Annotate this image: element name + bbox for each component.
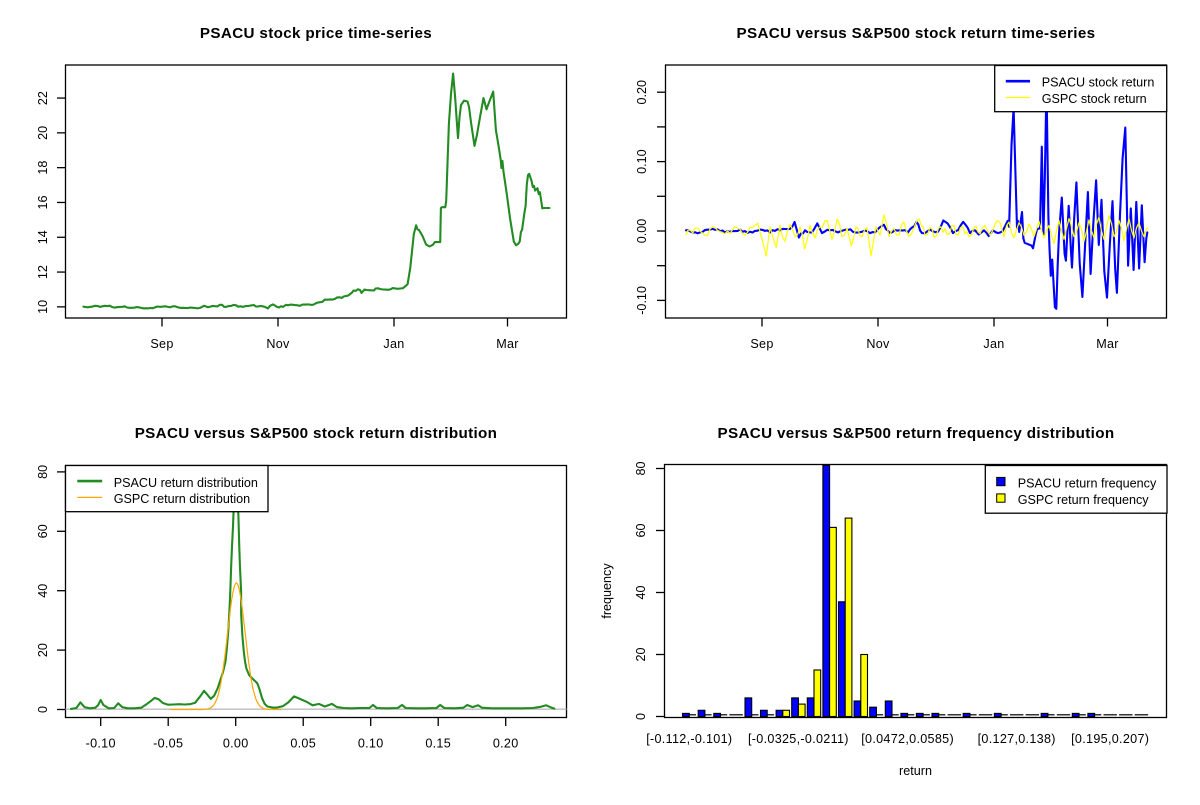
svg-text:0.10: 0.10 xyxy=(635,149,649,174)
svg-text:22: 22 xyxy=(36,91,50,105)
svg-text:PSACU versus S&P500 return fre: PSACU versus S&P500 return frequency dis… xyxy=(718,425,1115,442)
svg-text:frequency: frequency xyxy=(600,563,614,619)
svg-text:20: 20 xyxy=(36,126,50,140)
svg-text:GSPC return distribution: GSPC return distribution xyxy=(114,492,251,506)
svg-text:Nov: Nov xyxy=(866,337,890,351)
svg-text:20: 20 xyxy=(634,647,648,661)
svg-text:Mar: Mar xyxy=(496,337,519,351)
svg-text:[-0.112,-0.101): [-0.112,-0.101) xyxy=(646,732,732,746)
svg-text:PSACU versus S&P500 stock retu: PSACU versus S&P500 stock return time-se… xyxy=(737,25,1096,42)
svg-text:return: return xyxy=(899,764,932,778)
svg-text:14: 14 xyxy=(36,230,50,244)
svg-text:Jan: Jan xyxy=(383,337,404,351)
svg-text:0.10: 0.10 xyxy=(358,737,384,751)
svg-text:0: 0 xyxy=(634,713,648,720)
svg-text:-0.05: -0.05 xyxy=(153,737,183,751)
svg-text:GSPC stock return: GSPC stock return xyxy=(1042,92,1147,106)
svg-text:Jan: Jan xyxy=(983,337,1004,351)
svg-text:0.20: 0.20 xyxy=(635,80,649,105)
svg-text:40: 40 xyxy=(634,585,648,599)
svg-text:0.15: 0.15 xyxy=(425,737,451,751)
svg-text:60: 60 xyxy=(634,523,648,537)
svg-text:0: 0 xyxy=(36,706,50,713)
svg-text:20: 20 xyxy=(36,643,50,657)
svg-text:0.00: 0.00 xyxy=(223,737,249,751)
svg-text:0.05: 0.05 xyxy=(290,737,316,751)
svg-text:-0.10: -0.10 xyxy=(635,286,649,315)
svg-text:PSACU return frequency: PSACU return frequency xyxy=(1018,477,1157,491)
svg-text:Mar: Mar xyxy=(1096,337,1119,351)
svg-text:[0.195,0.207): [0.195,0.207) xyxy=(1071,732,1149,746)
svg-text:Sep: Sep xyxy=(750,337,773,351)
svg-text:16: 16 xyxy=(36,195,50,209)
svg-text:Nov: Nov xyxy=(266,337,290,351)
svg-text:80: 80 xyxy=(634,461,648,475)
svg-text:60: 60 xyxy=(36,524,50,538)
svg-text:0.20: 0.20 xyxy=(493,737,519,751)
svg-text:Sep: Sep xyxy=(150,337,173,351)
svg-text:10: 10 xyxy=(36,300,50,314)
svg-text:PSACU return distribution: PSACU return distribution xyxy=(114,476,258,490)
svg-text:[0.0472,0.0585): [0.0472,0.0585) xyxy=(861,732,954,746)
svg-text:PSACU stock return: PSACU stock return xyxy=(1042,76,1155,90)
svg-text:12: 12 xyxy=(36,265,50,279)
svg-text:18: 18 xyxy=(36,161,50,175)
svg-text:GSPC return frequency: GSPC return frequency xyxy=(1018,493,1150,507)
svg-text:-0.10: -0.10 xyxy=(86,737,116,751)
svg-text:[0.127,0.138): [0.127,0.138) xyxy=(978,732,1056,746)
svg-text:80: 80 xyxy=(36,465,50,479)
svg-text:PSACU stock price time-series: PSACU stock price time-series xyxy=(200,25,432,42)
svg-text:0.00: 0.00 xyxy=(635,219,649,244)
svg-text:40: 40 xyxy=(36,584,50,598)
svg-text:PSACU versus S&P500 stock retu: PSACU versus S&P500 stock return distrib… xyxy=(135,425,498,442)
svg-text:[-0.0325,-0.0211): [-0.0325,-0.0211) xyxy=(748,732,849,746)
